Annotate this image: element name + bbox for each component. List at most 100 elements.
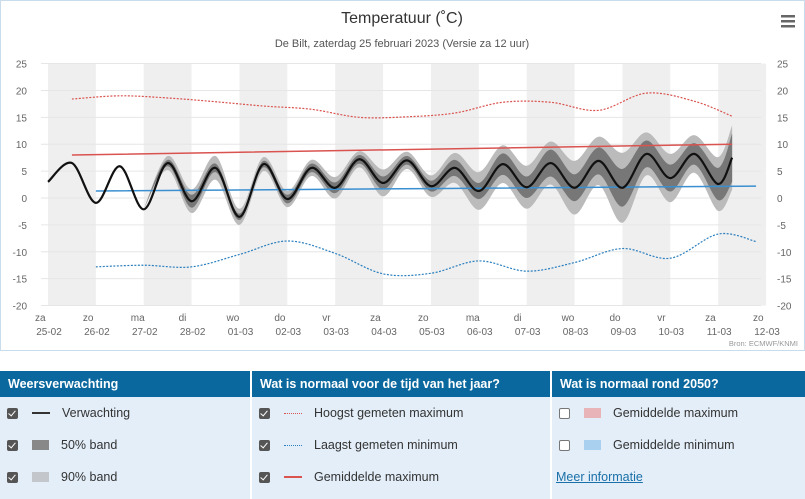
record-max-line [71, 92, 733, 119]
legend-item[interactable]: Laagst gemeten minimum [252, 429, 550, 461]
y-tick-label-left: -5 [18, 221, 27, 232]
x-tick-day: zo [83, 313, 94, 324]
y-tick-label-right: 15 [777, 113, 789, 124]
y-tick-label-right: -20 [777, 302, 792, 313]
x-tick-day: za [705, 313, 716, 324]
x-tick-day: zo [418, 313, 429, 324]
legend-checkbox[interactable] [259, 407, 270, 419]
x-tick-date: 25-02 [36, 327, 62, 338]
legend-checkbox[interactable] [259, 439, 270, 451]
y-tick-label-left: 20 [16, 86, 28, 97]
legend-checkbox[interactable] [7, 407, 18, 419]
legend-swatch-icon [284, 412, 302, 414]
x-tick-date: 08-03 [563, 327, 589, 338]
chart-container: 25 25 20 20 15 15 10 10 5 5 0 0 -5 -5 -10 -10 -15 -15 -20 -… [0, 0, 805, 351]
x-tick-date: 01-03 [228, 327, 254, 338]
series-lines [47, 92, 757, 277]
x-tick-date: 10-03 [659, 327, 685, 338]
x-tick-day: za [35, 313, 46, 324]
x-tick-date: 04-03 [371, 327, 397, 338]
x-tick-day: do [609, 313, 621, 324]
legend-label: 50% band [61, 438, 118, 452]
x-tick-day: zo [753, 313, 764, 324]
legend-item[interactable]: 50% band [0, 429, 250, 461]
legend-label: Laagst gemeten minimum [314, 438, 458, 452]
x-tick-date: 02-03 [276, 327, 302, 338]
y-tick-label-right: 0 [777, 194, 783, 205]
y-tick-label-left: -15 [13, 275, 28, 286]
chart-subtitle: De Bilt, zaterdag 25 februari 2023 (Vers… [275, 38, 529, 50]
y-tick-label-left: 0 [21, 194, 27, 205]
legend-label: 90% band [61, 470, 118, 484]
x-tick-date: 11-03 [707, 327, 732, 338]
legend-column: Weersverwachting Verwachting 50% band 90% b… [0, 371, 252, 499]
legend-column: Wat is normaal rond 2050? Gemiddelde maxi… [552, 371, 805, 499]
axis-labels: 25 25 20 20 15 15 10 10 5 5 0 0 -5 -5 -10 -10 -15 -15 -20 -… [13, 60, 792, 338]
x-tick-date: 03-03 [323, 327, 349, 338]
legend-label: Gemiddelde maximum [314, 470, 440, 484]
y-tick-label-left: -20 [13, 302, 28, 313]
legend-swatch-icon [584, 440, 601, 450]
day-shade [48, 63, 96, 306]
y-tick-label-right: -10 [777, 248, 792, 259]
legend-label: Hoogst gemeten maximum [314, 406, 464, 420]
avg-max-line [71, 143, 733, 156]
avg-min-line [95, 185, 757, 192]
x-tick-day: wo [225, 313, 239, 324]
legend-item[interactable]: 90% band [0, 461, 250, 493]
chart-credits: Bron: ECMWF/KNMI [729, 339, 798, 348]
y-tick-label-left: 10 [16, 140, 28, 151]
x-tick-day: di [514, 313, 522, 324]
y-tick-label-left: 5 [21, 167, 27, 178]
legend-item[interactable]: Gemiddelde maximum [252, 461, 550, 493]
legend-column-header: Wat is normaal rond 2050? [552, 371, 805, 397]
x-tick-date: 26-02 [84, 327, 110, 338]
x-tick-date: 12-03 [754, 327, 780, 338]
legend-label: Verwachting [62, 406, 131, 420]
legend-swatch-icon [584, 408, 601, 418]
x-tick-day: vr [657, 313, 666, 324]
y-tick-label-right: -5 [777, 221, 786, 232]
x-tick-date: 05-03 [419, 327, 445, 338]
y-tick-label-right: 10 [777, 140, 789, 151]
legend-checkbox[interactable] [559, 439, 570, 451]
x-tick-date: 06-03 [467, 327, 493, 338]
x-tick-day: do [274, 313, 286, 324]
x-tick-day: vr [322, 313, 331, 324]
x-tick-date: 27-02 [132, 327, 158, 338]
x-tick-day: ma [131, 313, 145, 324]
forecast-line [47, 152, 734, 218]
x-tick-date: 28-02 [180, 327, 206, 338]
legend-checkbox[interactable] [7, 471, 18, 483]
legend-item[interactable]: Gemiddelde maximum [552, 397, 805, 429]
x-tick-date: 07-03 [515, 327, 541, 338]
legend-swatch-icon [32, 412, 50, 414]
chart-title: Temperatuur (˚C) [341, 10, 463, 27]
meer-informatie-link[interactable]: Meer informatie [556, 470, 643, 484]
record-min-line [95, 232, 757, 277]
legend-swatch-icon [284, 476, 302, 478]
y-tick-label-left: 25 [16, 60, 28, 71]
legend-swatch-icon [284, 444, 302, 446]
temperature-chart: 25 25 20 20 15 15 10 10 5 5 0 0 -5 -5 -10 -10 -15 -15 -20 -… [13, 10, 798, 348]
legend-column: Wat is normaal voor de tijd van het jaar… [252, 371, 552, 499]
legend-checkbox[interactable] [559, 407, 570, 419]
y-tick-label-right: 20 [777, 86, 789, 97]
legend-label: Gemiddelde minimum [613, 438, 735, 452]
legend-swatch-icon [32, 440, 49, 450]
x-tick-day: di [179, 313, 187, 324]
legend-checkbox[interactable] [7, 439, 18, 451]
y-tick-label-right: 25 [777, 60, 789, 71]
y-tick-label-left: 15 [16, 113, 28, 124]
legend-item[interactable]: Hoogst gemeten maximum [252, 397, 550, 429]
y-tick-label-right: 5 [777, 167, 783, 178]
legend-checkbox[interactable] [259, 471, 270, 483]
x-tick-day: ma [466, 313, 480, 324]
x-tick-day: wo [561, 313, 575, 324]
y-tick-label-left: -10 [13, 248, 28, 259]
hamburger-menu-icon[interactable] [780, 14, 796, 29]
legend-item[interactable]: Verwachting [0, 397, 250, 429]
legend-swatch-icon [32, 472, 49, 482]
legend-item[interactable]: Gemiddelde minimum [552, 429, 805, 461]
x-tick-day: za [370, 313, 381, 324]
